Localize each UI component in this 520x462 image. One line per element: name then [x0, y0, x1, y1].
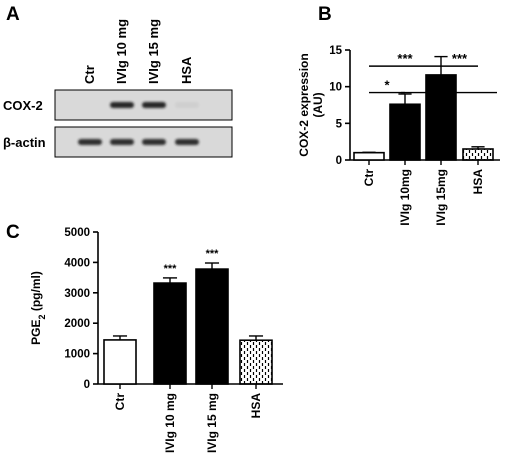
x-tick-label: IVIg 15mg — [434, 169, 448, 226]
bar — [389, 103, 421, 161]
panel-b-chart: B 0 5 10 15 Ctr IVIg 10mg IVIg 15mg HSA COX-2 ex… — [297, 4, 500, 226]
bar — [195, 268, 229, 385]
y-tick-label: 0 — [84, 379, 90, 391]
significance-label: *** — [164, 263, 178, 275]
y-tick-label: 1000 — [64, 349, 90, 361]
bar — [425, 74, 457, 161]
bar — [353, 151, 385, 161]
bar — [153, 282, 187, 385]
significance-label: * — [426, 78, 432, 93]
blot-row-label: β-actin — [3, 135, 46, 150]
lane-label: HSA — [179, 56, 194, 84]
blot-band — [110, 139, 134, 145]
x-tick-label: IVIg 10 mg — [163, 393, 177, 453]
y-axis-title-subscript: 2 — [37, 314, 47, 319]
y-axis-title: COX-2 expression — [297, 53, 311, 156]
y-axis-title-main: PGE — [29, 320, 43, 345]
y-tick-label: 15 — [329, 45, 342, 57]
y-axis-title-unit: (AU) — [311, 92, 325, 117]
panel-a-letter: A — [6, 4, 20, 25]
blot-band — [110, 102, 134, 108]
blot-band — [142, 102, 166, 108]
lane-label: Ctr — [82, 65, 97, 84]
blot-band — [175, 102, 199, 108]
y-tick-label: 5 — [336, 118, 343, 130]
blot-band — [78, 139, 102, 145]
panel-b-letter: B — [318, 4, 332, 25]
y-tick-label: 2000 — [64, 318, 90, 330]
x-tick-label: HSA — [249, 393, 263, 419]
blot-band — [175, 139, 199, 145]
x-tick-label: Ctr — [113, 393, 127, 411]
panel-c-letter: C — [6, 222, 20, 243]
significance-label: *** — [397, 51, 413, 66]
x-tick-label: IVIg 15 mg — [205, 393, 219, 453]
bar — [103, 339, 137, 385]
x-tick-label: Ctr — [362, 169, 376, 187]
panel-a: A Ctr IVIg 10 mg IVIg 15 mg HSA COX-2 β-acti… — [3, 4, 233, 158]
y-tick-label: 4000 — [64, 257, 90, 269]
lane-labels: Ctr IVIg 10 mg IVIg 15 mg HSA — [82, 19, 194, 84]
x-tick-label: HSA — [471, 169, 485, 195]
panel-c-chart: C 0 1000 2000 3000 4000 5000 Ctr IVIg 10 mg IVIg… — [6, 222, 283, 453]
lane-label: IVIg 10 mg — [114, 19, 129, 84]
y-tick-label: 5000 — [64, 227, 90, 239]
significance-label: *** — [452, 51, 468, 66]
bar — [462, 148, 494, 161]
y-tick-label: 3000 — [64, 288, 90, 300]
lane-label: IVIg 15 mg — [146, 19, 161, 84]
bar — [239, 339, 273, 385]
western-blots: COX-2 β-actin — [3, 89, 233, 158]
significance-label: * — [384, 78, 390, 93]
x-tick-label: IVIg 10mg — [398, 169, 412, 226]
blot-row-label: COX-2 — [3, 98, 43, 113]
y-tick-label: 10 — [329, 82, 342, 94]
y-axis-title-unit: (pg/ml) — [29, 271, 43, 314]
blot-band — [142, 139, 166, 145]
significance-label: *** — [206, 248, 220, 260]
y-axis-title: PGE2 (pg/ml) — [29, 271, 47, 345]
y-tick-label: 0 — [336, 155, 342, 167]
